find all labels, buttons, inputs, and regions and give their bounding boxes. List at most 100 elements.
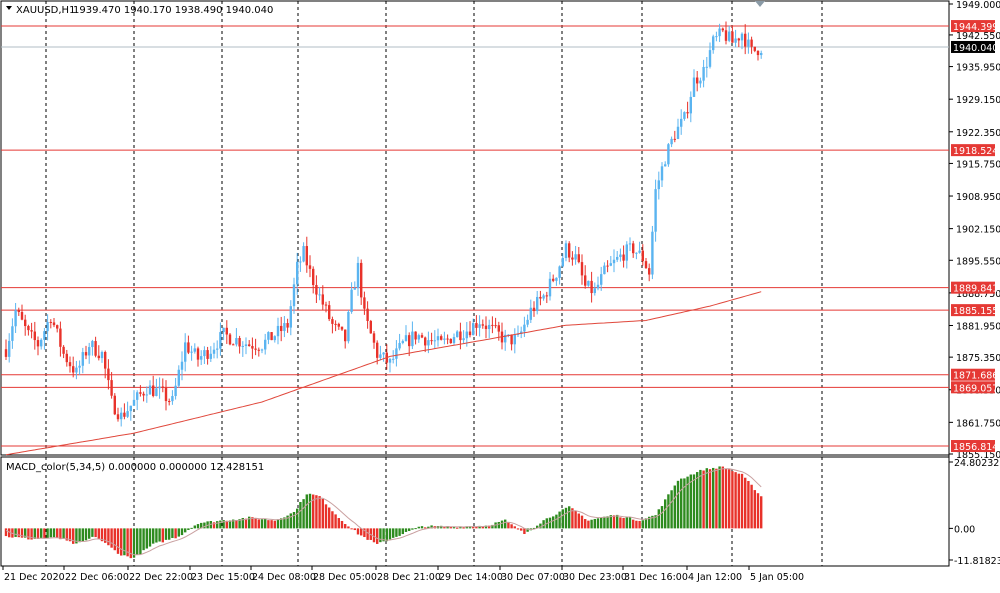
candle-body xyxy=(574,254,577,260)
candle-body xyxy=(417,335,420,340)
candle-body xyxy=(270,332,273,341)
current-price-tag: 1940.040 xyxy=(953,43,998,54)
candle-body xyxy=(478,324,481,328)
macd-bar xyxy=(584,519,587,529)
candle-body xyxy=(702,66,705,81)
chart-shift-marker-icon[interactable] xyxy=(755,1,765,7)
price-tick-label-14: 1855.150 xyxy=(956,450,1000,461)
macd-bar xyxy=(552,516,555,529)
macd-bar xyxy=(283,517,286,529)
macd-bar xyxy=(516,528,520,530)
macd-bar xyxy=(216,521,219,529)
candle-body xyxy=(56,325,59,329)
macd-bar xyxy=(600,517,603,529)
macd-bar xyxy=(97,528,100,539)
macd-title: MACD_color(5,34,5) 0.000000 0.000000 12.… xyxy=(6,462,264,473)
candle-body xyxy=(225,327,228,335)
macd-bar xyxy=(574,510,577,529)
candle-body xyxy=(219,332,222,349)
symbol-menu-triangle-icon[interactable] xyxy=(6,6,12,10)
candle-body xyxy=(24,319,27,327)
candle-body xyxy=(363,297,366,309)
candle-body xyxy=(184,342,187,362)
macd-bar xyxy=(59,528,62,540)
macd-bar xyxy=(318,496,321,529)
candle-body xyxy=(88,347,91,356)
candle-body xyxy=(414,331,417,340)
macd-bar xyxy=(136,528,139,555)
macd-bar xyxy=(107,528,110,546)
candle-body xyxy=(427,340,430,346)
macd-bar xyxy=(417,526,420,529)
macd-bar xyxy=(404,528,408,532)
macd-bar xyxy=(158,528,161,542)
level-tag-bg-0 xyxy=(951,20,995,33)
candle-body xyxy=(267,332,270,340)
candle-body xyxy=(321,294,324,305)
macd-bar xyxy=(84,528,88,541)
candle-body xyxy=(676,126,680,139)
candle-body xyxy=(248,344,251,347)
candle-body xyxy=(350,289,353,312)
candle-body xyxy=(171,396,174,402)
macd-bar xyxy=(62,528,65,539)
macd-bar xyxy=(654,515,657,529)
macd-signal-line xyxy=(5,468,762,556)
price-tick-label-3: 1929.150 xyxy=(956,95,1000,106)
macd-bar xyxy=(363,528,366,538)
macd-bar xyxy=(376,528,379,544)
candle-body xyxy=(196,348,200,360)
candle-body xyxy=(600,274,603,285)
candle-body xyxy=(632,243,635,254)
candle-body xyxy=(699,80,702,84)
candle-body xyxy=(353,287,356,290)
macd-bar xyxy=(731,471,734,529)
candle-body xyxy=(472,323,475,336)
macd-bar xyxy=(193,525,196,529)
candle-body xyxy=(392,358,395,360)
macd-bar xyxy=(20,528,24,538)
macd-bar xyxy=(760,496,763,529)
macd-bar xyxy=(280,518,283,529)
macd-bar xyxy=(401,528,404,535)
macd-bar xyxy=(420,526,424,529)
candle-body xyxy=(596,284,600,289)
macd-bar xyxy=(4,528,8,537)
macd-bar xyxy=(155,528,158,543)
candle-body xyxy=(20,312,24,320)
macd-bar xyxy=(248,516,251,529)
macd-bar xyxy=(305,494,308,529)
macd-bar xyxy=(30,528,33,540)
macd-bar xyxy=(753,490,756,529)
macd-bar xyxy=(523,528,526,534)
macd-bar xyxy=(744,477,747,529)
candle-body xyxy=(449,338,452,344)
candle-body xyxy=(94,341,97,356)
macd-bar xyxy=(273,520,276,529)
macd-bar xyxy=(24,528,27,538)
macd-bar xyxy=(513,526,516,529)
candle-body xyxy=(644,261,648,269)
candle-body xyxy=(708,50,712,67)
macd-tick-label-1: 0.00 xyxy=(954,524,975,535)
macd-bar xyxy=(200,522,203,529)
macd-bar xyxy=(168,528,171,540)
macd-bar xyxy=(603,516,606,529)
candle-body xyxy=(180,361,184,370)
macd-bar xyxy=(587,520,590,529)
candle-body xyxy=(625,244,628,261)
level-tag-2: 1889.841 xyxy=(953,284,998,295)
candle-body xyxy=(289,306,292,328)
macd-bar xyxy=(40,528,43,539)
candles xyxy=(4,21,763,427)
macd-bar xyxy=(500,520,504,529)
candle-body xyxy=(193,348,196,352)
level-tag-bg-2 xyxy=(951,281,995,294)
candle-body xyxy=(545,295,548,297)
macd-bar xyxy=(33,528,36,539)
candle-body xyxy=(318,294,321,296)
price-tick-label-5: 1915.750 xyxy=(956,159,1000,170)
candle-body xyxy=(296,261,299,285)
